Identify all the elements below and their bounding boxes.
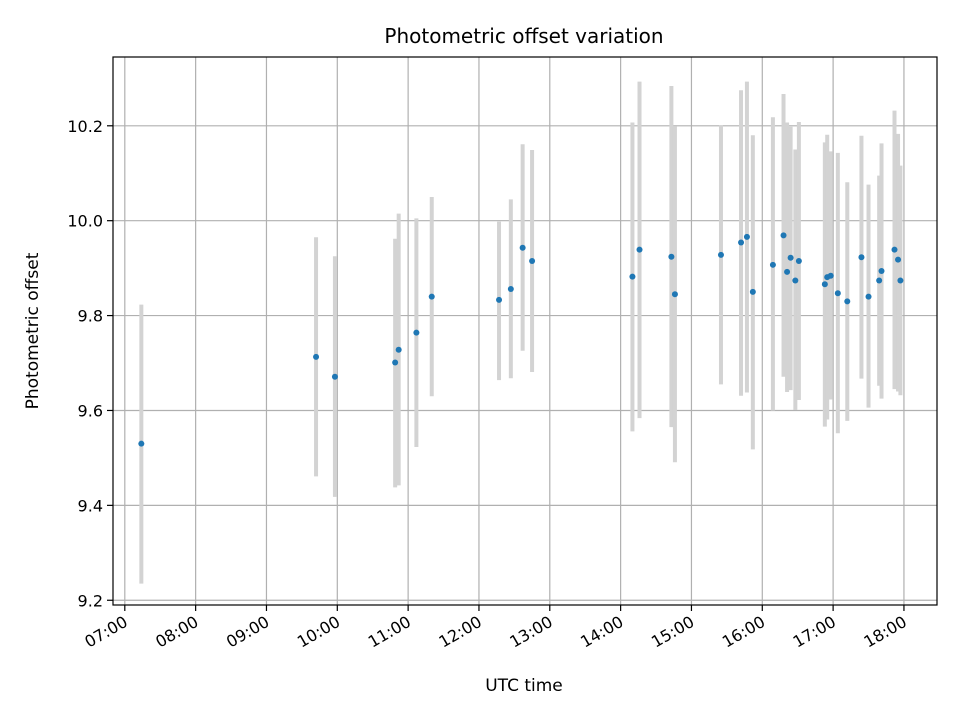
data-point xyxy=(519,244,526,251)
data-point xyxy=(668,253,675,260)
data-point xyxy=(496,296,503,303)
data-point xyxy=(784,268,791,275)
data-point xyxy=(743,233,750,240)
plot-area-frame xyxy=(112,56,938,606)
data-point xyxy=(895,256,902,263)
data-point xyxy=(717,251,724,258)
data-point xyxy=(529,258,536,265)
data-point xyxy=(138,440,145,447)
x-tick-label: 16:00 xyxy=(719,612,768,652)
data-point xyxy=(629,273,636,280)
data-point xyxy=(792,277,799,284)
data-point xyxy=(858,254,865,261)
x-tick-label: 18:00 xyxy=(861,612,910,652)
x-tick-label: 11:00 xyxy=(365,612,414,652)
data-point xyxy=(413,329,420,336)
data-point xyxy=(834,290,841,297)
data-point xyxy=(897,277,904,284)
data-point xyxy=(844,298,851,305)
data-point xyxy=(891,246,898,253)
data-point xyxy=(636,246,643,253)
x-tick-label: 14:00 xyxy=(577,612,626,652)
data-point xyxy=(395,346,402,353)
data-point xyxy=(827,272,834,279)
data-point xyxy=(507,286,514,293)
y-tick-label: 9.6 xyxy=(78,401,103,420)
y-axis-ticks: 9.2 9.4 9.6 9.8 10.0 10.2 xyxy=(67,117,113,610)
y-tick-label: 10.0 xyxy=(67,212,103,231)
data-point xyxy=(331,373,338,380)
x-tick-label: 07:00 xyxy=(81,612,130,652)
data-point xyxy=(738,239,745,246)
y-tick-label: 9.4 xyxy=(78,496,103,515)
y-tick-label: 9.8 xyxy=(78,307,103,326)
data-point xyxy=(795,258,802,265)
x-tick-label: 15:00 xyxy=(648,612,697,652)
data-points xyxy=(138,232,904,447)
data-point xyxy=(821,281,828,288)
x-tick-label: 10:00 xyxy=(294,612,343,652)
data-point xyxy=(878,267,885,274)
x-tick-label: 12:00 xyxy=(436,612,485,652)
data-point xyxy=(428,293,435,300)
grid xyxy=(113,57,937,605)
x-axis-title: UTC time xyxy=(485,676,563,696)
x-tick-label: 09:00 xyxy=(223,612,272,652)
data-point xyxy=(769,261,776,268)
data-point xyxy=(749,288,756,295)
data-point xyxy=(787,254,794,261)
x-tick-label: 08:00 xyxy=(152,612,201,652)
data-point xyxy=(876,277,883,284)
chart-title: Photometric offset variation xyxy=(384,24,663,48)
x-axis-ticks: 07:00 08:00 09:00 10:00 11:00 12:00 13:00 14:00… xyxy=(81,605,910,652)
data-point xyxy=(865,293,872,300)
y-tick-label: 10.2 xyxy=(67,117,103,136)
y-axis-title: Photometric offset xyxy=(23,252,43,409)
x-tick-label: 13:00 xyxy=(506,612,555,652)
x-tick-label: 17:00 xyxy=(790,612,839,652)
y-tick-label: 9.2 xyxy=(78,591,103,610)
data-point xyxy=(671,291,678,298)
data-point xyxy=(780,232,787,239)
data-point xyxy=(313,353,320,360)
error-bars xyxy=(139,81,903,584)
data-point xyxy=(392,359,399,366)
